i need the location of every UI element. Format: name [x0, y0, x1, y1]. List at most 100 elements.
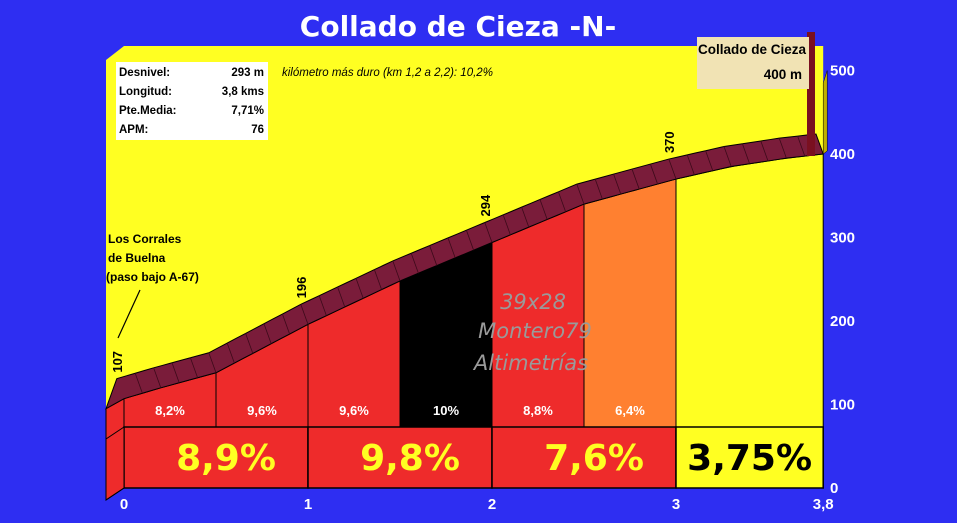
km-grade-box-2 — [491, 426, 677, 489]
summit-label-bg — [697, 37, 809, 89]
road-tick — [760, 140, 769, 162]
road-tick — [539, 199, 548, 220]
info-box-bg — [116, 62, 268, 140]
road-tick — [484, 222, 493, 243]
start-label: Los Corrales de Buelna (paso bajo A-67) — [106, 232, 199, 339]
road-tick — [429, 245, 438, 266]
km-grade-box-1 — [307, 426, 493, 489]
road-tick — [318, 295, 327, 316]
summit-name: Collado de Cieza — [698, 42, 807, 57]
x-tick-label: 3,8 — [813, 496, 834, 513]
km-grade-box-0 — [123, 426, 309, 489]
y-tick-label: 500 — [830, 63, 855, 80]
km-grade-label-1: 9,8% — [360, 438, 460, 479]
x-tick-label: 1 — [304, 496, 312, 513]
altitude-label-2: 294 — [478, 194, 493, 216]
info-value-2: 7,71% — [231, 105, 264, 117]
road-tick — [797, 135, 806, 157]
segment-grade-labels: 8,2% 9,6% 9,6% 10% 8,8% 6,4% — [155, 403, 645, 418]
y-axis: 0 100 200 300 400 500 — [830, 63, 855, 498]
road-tick — [742, 143, 750, 164]
road-tick — [558, 191, 566, 212]
y-tick-label: 300 — [830, 230, 855, 247]
y-tick-label: 0 — [830, 480, 838, 497]
road-tick — [613, 173, 622, 195]
watermark-line-1: 39x28 — [500, 290, 566, 314]
start-label-line-3: (paso bajo A-67) — [106, 270, 199, 284]
road-tick — [705, 150, 714, 171]
road-tick — [226, 342, 235, 364]
info-value-3: 76 — [251, 124, 264, 136]
y-tick-label: 200 — [830, 313, 855, 330]
road-tick — [668, 158, 677, 180]
road-surface — [105, 133, 824, 410]
info-label-3: APM: — [119, 124, 148, 136]
chart-title: Collado de Cieza -N- — [300, 10, 616, 43]
segment-grade-1: 9,6% — [247, 403, 277, 418]
watermark-line-2: Montero79 — [478, 319, 592, 343]
road-tick — [355, 278, 364, 299]
road-tick — [190, 357, 198, 378]
summit-altitude: 400 m — [764, 67, 802, 82]
road-tick — [631, 168, 640, 190]
info-label-0: Desnivel: — [119, 67, 170, 79]
road-tick — [410, 253, 419, 274]
profile-end-face — [822, 70, 828, 155]
segment-grade-0: 8,2% — [155, 403, 185, 418]
road-tick — [686, 154, 695, 176]
hardest-km-note: kilómetro más duro (km 1,2 a 2,2): 10,2% — [282, 67, 493, 79]
start-label-line-2: de Buelna — [108, 251, 166, 265]
km-grade-label-0: 8,9% — [176, 438, 276, 479]
road-tick — [594, 178, 603, 200]
x-axis: 0 1 2 3 3,8 — [120, 496, 834, 513]
road-tick — [447, 237, 456, 259]
km-grade-row: 8,9% 9,8% 7,6% 3,75% — [105, 426, 824, 501]
road-tick — [576, 183, 585, 205]
road-tick — [521, 207, 530, 228]
altitude-label-1: 196 — [294, 277, 309, 299]
info-box: Desnivel: 293 m Longitud: 3,8 kms Pte.Media:… — [116, 62, 268, 140]
y-tick-label: 400 — [830, 146, 855, 163]
start-label-leader — [117, 289, 141, 339]
road-tick — [263, 323, 272, 344]
road-tick — [466, 230, 474, 251]
km-grade-label-3: 3,75% — [687, 438, 812, 479]
km-grade-box-3 — [675, 426, 824, 489]
road-tick — [208, 352, 217, 373]
summit-flag: Collado de Cieza 400 m — [697, 32, 815, 156]
x-tick-label: 2 — [488, 496, 496, 513]
x-tick-label: 3 — [672, 496, 680, 513]
info-label-1: Longitud: — [119, 86, 172, 98]
segment-grade-4: 8,8% — [523, 403, 553, 418]
road-tick — [245, 333, 254, 354]
start-label-line-1: Los Corrales — [108, 232, 182, 246]
road-tick — [337, 286, 346, 308]
altitude-label-3: 370 — [662, 131, 677, 153]
road-tick — [374, 269, 382, 290]
road-tick — [723, 146, 732, 167]
km-row-side-face — [105, 426, 125, 501]
info-value-1: 3,8 kms — [222, 86, 264, 98]
road-layer — [105, 70, 828, 410]
road-tick — [778, 138, 787, 159]
road-tick — [650, 163, 658, 185]
x-tick-label: 0 — [120, 496, 128, 513]
watermark: 39x28 Montero79 Altimetrías — [472, 290, 592, 375]
segment-grade-5: 6,4% — [615, 403, 645, 418]
altitude-label-0: 107 — [110, 351, 125, 373]
summit-pole — [807, 32, 815, 156]
road-tick — [300, 304, 309, 325]
road-tick — [502, 214, 511, 235]
y-tick-label: 100 — [830, 397, 855, 414]
road-tick — [153, 367, 162, 388]
segment-grade-3: 10% — [433, 403, 459, 418]
segment-grade-2: 9,6% — [339, 403, 369, 418]
road-tick — [392, 260, 401, 282]
altitude-labels: 107 196 294 370 — [110, 131, 677, 372]
road-tick — [282, 313, 290, 335]
info-rows: Desnivel: 293 m Longitud: 3,8 kms Pte.Media:… — [119, 67, 264, 136]
info-label-2: Pte.Media: — [119, 105, 177, 117]
info-value-0: 293 m — [231, 67, 264, 79]
km-row-bottom-edge — [105, 487, 125, 501]
